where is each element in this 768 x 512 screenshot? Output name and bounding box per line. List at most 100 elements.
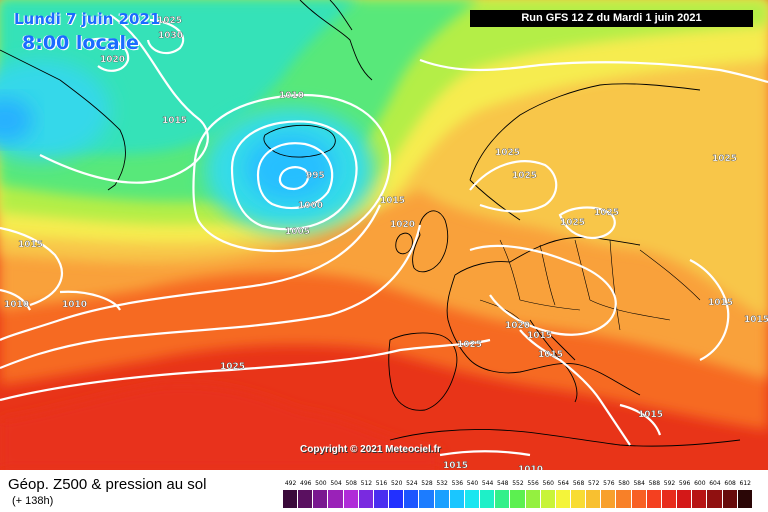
isobar-label: 1015 [162,116,187,126]
isobars [0,14,768,457]
isobar-label: 1025 [560,218,585,228]
isobar-995 [278,166,310,191]
isobar-label: 1000 [298,201,323,211]
legend-level-label: 524 [406,480,418,487]
legend-level-label: 608 [724,480,736,487]
british-isles-coast [395,210,449,273]
legend-swatch [692,490,708,508]
legend-level-label: 600 [694,480,706,487]
field-iberian-red [0,384,440,470]
legend-swatch [404,490,420,508]
isobar-label: 1010 [4,300,29,310]
isobar-label: 1005 [285,227,310,237]
run-info-banner: Run GFS 12 Z du Mardi 1 juin 2021 [470,10,753,27]
isobar-label: 1020 [100,55,125,65]
isobar-label: 1020 [505,321,530,331]
isobar-label: 1010 [62,300,87,310]
legend-swatch [449,490,465,508]
field-west-cyan [0,60,110,160]
legend-level-label: 512 [360,480,373,487]
legend-labels: 492 496 500 504 508 512 516 520 524 528 532 536 540 5… [283,479,753,489]
legend-level-label: 556 [527,480,539,487]
legend-level-label: 580 [618,480,630,487]
isobar-label: 1015 [18,240,43,250]
legend-swatch [419,490,435,508]
legend-swatch [358,490,374,508]
legend-level-label: 596 [678,480,691,487]
continental-europe-coast [446,237,641,396]
legend-level-label: 552 [512,480,524,487]
isobar-label: 1025 [594,208,619,218]
greenland-coast [0,0,373,191]
legend-swatch [677,490,693,508]
isobar-label: 1010 [518,465,543,470]
isobar-1025-baltic [558,206,616,240]
isobar-label: 1025 [495,148,520,158]
iberia-coast [388,332,458,411]
legend-level-label: 572 [587,480,600,487]
isobar-1015-east [689,259,730,361]
isobar-label: 995 [306,171,325,181]
copyright-notice: Copyright © 2021 Meteociel.fr [300,444,441,455]
legend-swatch [495,490,511,508]
legend-level-label: 496 [300,480,312,487]
chart-title: Géop. Z500 & pression au sol [8,476,207,493]
isobar-1020-atlantic [0,224,422,370]
legend-level-label: 492 [284,480,297,487]
legend-swatch [646,490,662,508]
legend-swatch [586,490,602,508]
legend-swatch [464,490,481,508]
legend-swatch [616,490,632,508]
legend-swatch [737,490,753,508]
legend-level-label: 504 [330,480,342,487]
legend-swatch [631,490,647,508]
isobar-label: 1015 [708,298,733,308]
isobar-label: 1015 [527,331,552,341]
legend-swatch [389,490,405,508]
legend-swatch [601,490,617,508]
weather-map: 1025 1030 1020 1015 1010 995 1000 1005 1… [0,0,768,470]
isobar-label: 1015 [744,315,768,325]
legend-level-label: 584 [633,480,645,487]
local-time: 8:00 locale [22,32,139,54]
legend-swatch [540,490,556,508]
isobar-1015-atlantic [0,204,382,341]
legend-swatch [328,490,344,508]
isobar-label: 1015 [638,410,663,420]
forecast-offset: (+ 138h) [12,495,54,507]
legend-level-label: 508 [345,480,357,487]
isobar-label: 1015 [380,196,405,206]
isobar-label: 1025 [220,362,245,372]
isobar-label: 1015 [443,461,468,470]
isobar-1020-greenland [89,37,130,72]
isobar-label: 1025 [157,16,182,26]
legend-level-label: 544 [481,480,494,487]
legend-swatch [525,490,541,508]
legend-level-label: 536 [451,480,464,487]
legend-swatch [434,490,450,508]
valid-date: Lundi 7 juin 2021 [14,10,161,28]
legend-swatch [661,490,678,508]
legend-level-label: 588 [648,480,661,487]
isobar-1025-atlantic [0,338,491,402]
legend-swatch [722,490,738,508]
legend-swatch [313,490,329,508]
legend-swatch [343,490,359,508]
isobar-1015-europe [519,329,631,446]
isobar-label: 1025 [457,340,482,350]
legend-swatch [480,490,496,508]
legend-level-label: 568 [572,480,585,487]
legend-level-label: 520 [390,480,403,487]
iceland-coast [263,124,336,158]
geopotential-field [0,0,768,470]
legend-level-label: 612 [739,480,751,487]
isobar-1025-scandinavia [469,160,558,213]
legend-level-label: 540 [466,480,479,487]
legend-swatch [510,490,526,508]
legend-level-label: 576 [603,480,615,487]
legend-level-label: 516 [375,480,388,487]
isobar-1010 [192,93,392,253]
legend-level-label: 592 [663,480,676,487]
legend-level-label: 528 [421,480,433,487]
